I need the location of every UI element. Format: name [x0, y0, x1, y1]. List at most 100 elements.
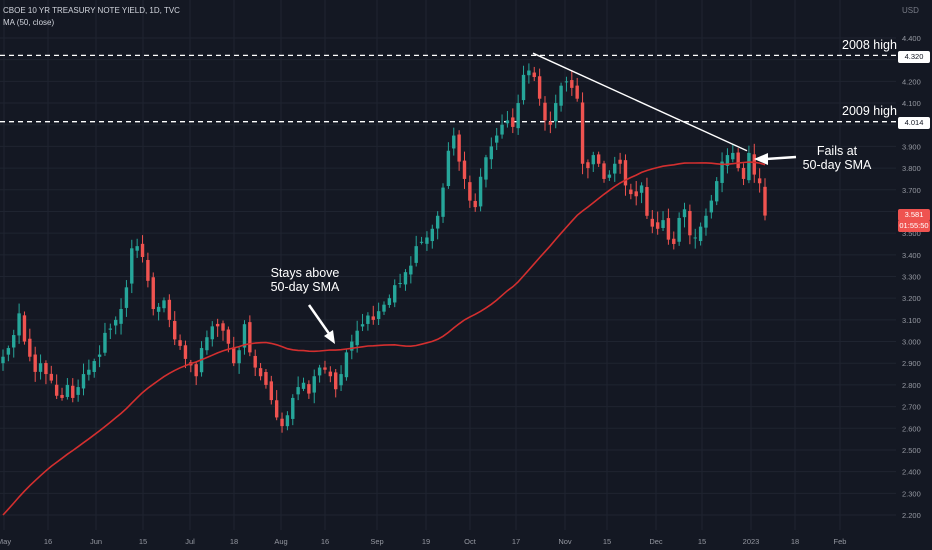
candle-body: [258, 368, 263, 377]
candle: [87, 359, 91, 381]
candle-body: [232, 347, 236, 364]
candle: [103, 322, 107, 356]
candle-body: [655, 222, 660, 229]
candle-body: [237, 350, 241, 364]
candle: [248, 315, 252, 357]
y-tick-label: 3.200: [902, 294, 921, 303]
candle: [226, 326, 231, 353]
candle: [650, 210, 655, 234]
candle-body: [376, 311, 381, 320]
arrow-stays-above-head: [324, 330, 335, 344]
candle: [22, 311, 27, 345]
x-tick-label: 16: [321, 537, 329, 546]
candle-body: [355, 330, 359, 346]
candle: [677, 212, 681, 246]
x-tick-label: Sep: [370, 537, 383, 546]
candle-body: [607, 174, 612, 178]
candle: [398, 273, 402, 288]
candle-body: [698, 226, 703, 242]
y-tick-label: 3.800: [902, 164, 921, 173]
y-tick-label: 3.500: [902, 229, 921, 238]
candle: [441, 183, 445, 223]
candle-body: [226, 329, 231, 344]
y-tick-label: 2.800: [902, 381, 921, 390]
candle-body: [215, 323, 220, 327]
candle-body: [580, 102, 585, 164]
x-axis[interactable]: May 16 Jun 15 Jul 18 Aug 16 Sep 19 Oct 17 Nov 15 Dec 15…: [0, 537, 846, 546]
candle-body: [409, 265, 413, 275]
candle: [570, 70, 574, 96]
candle-body: [221, 323, 225, 331]
candle-body: [371, 316, 375, 320]
candle-body: [500, 124, 504, 135]
candle: [645, 177, 649, 219]
candle: [242, 320, 247, 355]
x-tick-label: 18: [230, 537, 238, 546]
trendline-segment: [532, 52, 748, 152]
candle: [140, 235, 145, 263]
candle: [666, 208, 671, 245]
candle-body: [108, 328, 113, 330]
price-axis-panel: [896, 0, 932, 550]
candle: [731, 144, 735, 163]
candle-body: [430, 228, 434, 242]
candle: [725, 148, 730, 174]
candle: [446, 142, 451, 189]
indicator-label[interactable]: MA (50, close): [3, 18, 55, 27]
annotation-stays-above-line2: 50-day SMA: [270, 280, 340, 294]
candle: [17, 303, 21, 344]
candle: [387, 294, 392, 308]
candle-body: [130, 248, 134, 284]
candle: [253, 349, 257, 377]
candle-body: [688, 210, 692, 236]
candle-body: [113, 319, 118, 326]
candle-body: [639, 185, 644, 193]
x-tick-label: 15: [603, 537, 611, 546]
candle-body: [269, 381, 274, 401]
candle-body: [527, 70, 531, 76]
y-tick-label: 2.300: [902, 489, 921, 498]
candle-body: [382, 304, 386, 312]
candle-body: [747, 152, 751, 181]
candle: [33, 346, 37, 382]
candle-body: [494, 135, 499, 143]
candle-body: [570, 80, 574, 88]
x-tick-label: 15: [139, 537, 147, 546]
arrow-fails-at-head: [754, 153, 768, 165]
candle-body: [317, 367, 322, 376]
candle-body: [634, 191, 638, 197]
candle: [178, 334, 182, 350]
candle-body: [650, 218, 655, 227]
candle-body: [446, 150, 451, 187]
candle: [173, 311, 177, 346]
candle: [655, 211, 660, 235]
candle-body: [151, 277, 155, 310]
candle: [49, 365, 53, 384]
x-tick-label: 17: [512, 537, 520, 546]
candle: [554, 94, 558, 129]
candle: [44, 360, 48, 385]
candle: [393, 279, 397, 308]
x-tick-label: Dec: [649, 537, 663, 546]
candle-body: [393, 285, 397, 303]
candle-body: [162, 300, 166, 309]
candle: [81, 363, 86, 396]
candle-body: [602, 163, 606, 179]
candle-body: [591, 155, 595, 165]
candle: [478, 168, 483, 212]
candle-body: [419, 241, 424, 243]
y-tick-label: 3.300: [902, 273, 921, 282]
candle: [28, 328, 32, 362]
candle-body: [398, 283, 402, 285]
candle-body: [543, 102, 547, 121]
candle: [602, 160, 606, 183]
candle: [639, 182, 644, 204]
y-axis[interactable]: 4.4004.3004.2004.1004.0003.9003.8003.700…: [902, 34, 921, 520]
candle: [720, 152, 724, 193]
y-tick-label: 3.400: [902, 251, 921, 260]
candle-body: [312, 376, 316, 393]
candle-body: [489, 146, 494, 160]
candle: [183, 340, 188, 369]
candle: [264, 369, 268, 389]
